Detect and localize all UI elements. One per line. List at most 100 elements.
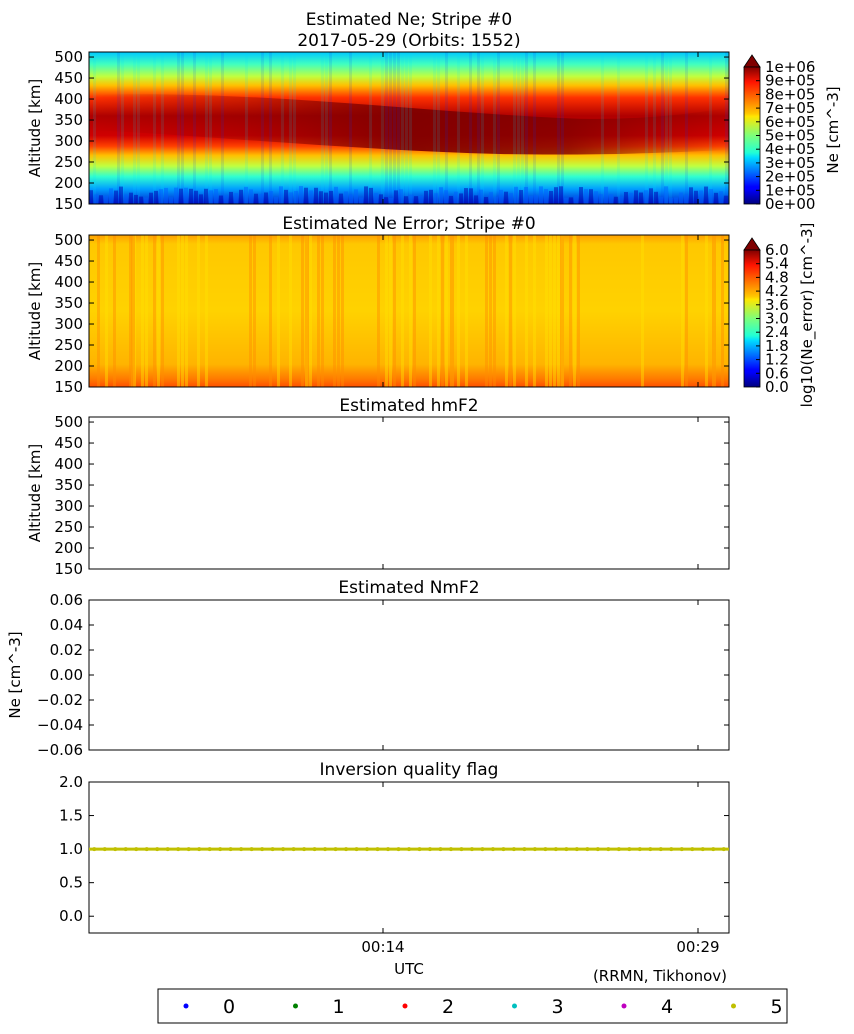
ne-error-streak [341, 235, 344, 387]
nmf2-panel: Estimated NmF2 −0.06 −0.04 −0.02 0.00 0.02 0.… [6, 578, 730, 759]
ne-bottom-texture [149, 192, 153, 204]
ne-streak [601, 52, 604, 204]
quality-point [543, 847, 548, 852]
legend-label-2: 2 [442, 996, 454, 1018]
quality-point [354, 847, 359, 852]
ne-bottom-texture [524, 187, 528, 204]
ne-streak [653, 52, 656, 204]
hmf2-panel: Estimated hmF2 150200250300350400450500 … [26, 396, 730, 578]
ne-bottom-texture [349, 194, 353, 204]
ne-bottom-texture [394, 190, 398, 204]
ne-streak [669, 52, 672, 204]
ne-cb-tick-label: 8e+05 [765, 85, 815, 103]
ne-error-cb-tick-label: 1.8 [765, 337, 789, 355]
ne-error-cb-tick-label: 4.2 [765, 282, 789, 300]
ne-error-streak [437, 235, 440, 387]
ne-streak [525, 52, 528, 204]
ne-bottom-texture [284, 189, 288, 204]
ne-error-streak [289, 235, 292, 387]
ne-bottom-texture [179, 188, 183, 204]
ne-error-cb-tick-label: 4.8 [765, 268, 789, 286]
quality-point [312, 847, 317, 852]
quality-point [155, 847, 160, 852]
quality-point [102, 847, 107, 852]
hmf2-ytick-label: 300 [54, 497, 83, 515]
ne-bottom-texture [684, 194, 688, 204]
quality-point [522, 847, 527, 852]
ne-bottom-texture [169, 197, 173, 204]
quality-point [239, 847, 244, 852]
ne-bottom-texture [499, 189, 503, 204]
quality-point [323, 847, 328, 852]
ne-streak [385, 52, 388, 204]
ne-bottom-texture [699, 190, 703, 204]
ne-bottom-texture [314, 187, 318, 204]
ne-error-streak [177, 235, 180, 387]
ne-bottom-texture [89, 190, 93, 204]
ne-bottom-texture [194, 190, 198, 204]
ne-streak [193, 52, 196, 204]
nmf2-ytick-label: −0.02 [37, 691, 83, 709]
ne-streak [289, 52, 292, 204]
quality-point [218, 847, 223, 852]
ne-streak [617, 52, 620, 204]
ne-error-streak [301, 235, 304, 387]
ne-ytick-label: 300 [54, 132, 83, 150]
ne-error-panel: Estimated Ne Error; Stripe #0 150 200 250 3… [26, 214, 817, 407]
quality-title: Inversion quality flag [320, 760, 499, 780]
ne-error-streak [377, 235, 380, 387]
hmf2-ytick-label: 250 [54, 518, 83, 536]
legend: 0 1 2 3 4 5 [157, 988, 788, 1024]
quality-point [574, 847, 579, 852]
ne-error-streak [269, 235, 272, 387]
ne-error-streak [489, 235, 492, 387]
ne-bottom-texture [519, 190, 523, 204]
ne-bottom-texture [239, 189, 243, 204]
ne-bottom-texture [574, 195, 578, 204]
ne-bottom-texture [384, 197, 388, 204]
ne-bottom-texture [624, 191, 628, 204]
quality-point [721, 847, 726, 852]
ne-error-cb-tick-label: 1.2 [765, 351, 789, 369]
legend-marker-4 [621, 1003, 627, 1009]
ne-bottom-texture [489, 192, 493, 204]
ne-error-streak [553, 235, 556, 387]
ne-bottom-texture [459, 193, 463, 204]
ne-bottom-texture [514, 186, 518, 204]
quality-point [386, 847, 391, 852]
ne-ytick-label: 500 [54, 48, 83, 66]
legend-label-1: 1 [333, 996, 345, 1018]
hmf2-ytick-label: 450 [54, 434, 83, 452]
quality-point [469, 847, 474, 852]
legend-marker-2 [402, 1003, 408, 1009]
ne-streak [561, 52, 564, 204]
quality-ytick-label: 2.0 [59, 773, 83, 791]
ne-streak [269, 52, 272, 204]
ne-bottom-texture [654, 191, 658, 204]
nmf2-ylabel: Ne [cm^-3] [6, 631, 24, 718]
x-tick-label: 00:29 [676, 938, 719, 956]
ne-streak [437, 52, 440, 204]
ne-error-streak [389, 235, 392, 387]
quality-point [302, 847, 307, 852]
ne-bottom-texture [269, 191, 273, 204]
ne-bottom-texture [669, 197, 673, 204]
ne-error-streak [429, 235, 432, 387]
ne-error-streak [393, 235, 396, 387]
ne-streak [521, 52, 524, 204]
ne-error-cb-tick-label: 2.4 [765, 323, 789, 341]
ne-cb-tick-label: 0e+00 [765, 195, 815, 213]
ne-bottom-texture [504, 191, 508, 204]
quality-point [407, 847, 411, 852]
ne-bottom-texture [679, 192, 683, 204]
ne-streak [381, 52, 384, 204]
ne-streak [397, 52, 400, 204]
ne-streak [481, 52, 484, 204]
ne-bottom-texture [594, 191, 598, 204]
ne-bottom-texture [579, 187, 583, 204]
ne-streak [409, 52, 412, 204]
ne-error-ytick-label: 250 [54, 336, 83, 354]
ne-bottom-texture [419, 196, 423, 204]
ne-error-streak [560, 235, 564, 387]
quality-point [711, 847, 716, 852]
